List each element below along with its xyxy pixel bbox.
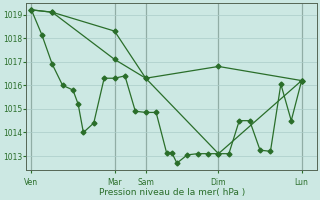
X-axis label: Pression niveau de la mer( hPa ): Pression niveau de la mer( hPa ) bbox=[99, 188, 245, 197]
